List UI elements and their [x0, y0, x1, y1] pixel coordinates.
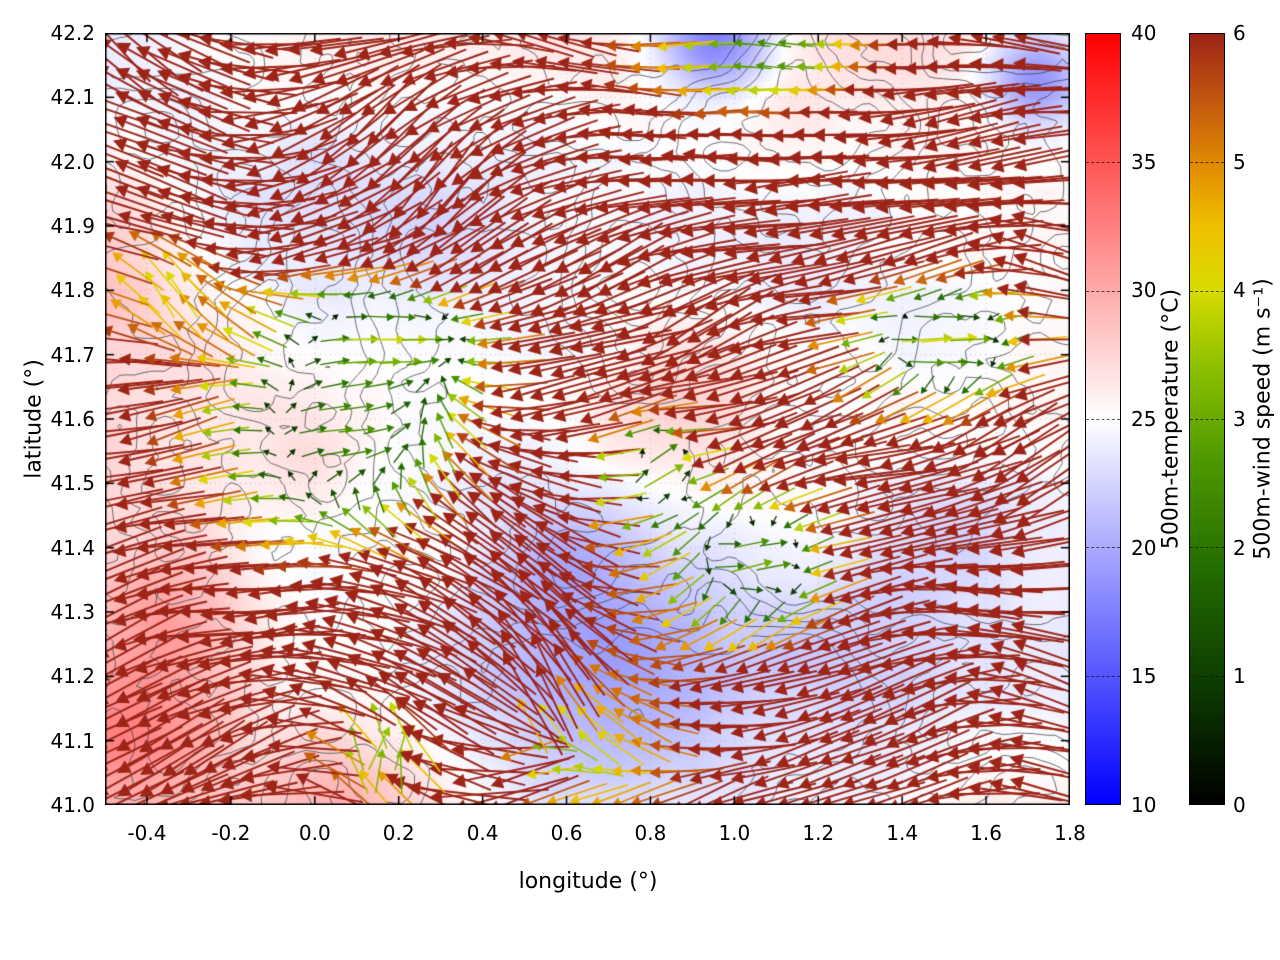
temperature-colorbar-label: 500m-temperature (°C) [1158, 288, 1184, 550]
x-tick-label: 0.0 [298, 821, 331, 845]
x-tick-label: 0.8 [634, 821, 667, 845]
x-tick-label: 1.4 [886, 821, 919, 845]
y-tick-label: 41.9 [50, 214, 95, 238]
temperature-tick-label: 35 [1131, 149, 1157, 174]
temperature-tick-label: 15 [1131, 664, 1157, 689]
wind-speed-tick-label: 0 [1233, 793, 1246, 817]
x-tick-label: -0.2 [211, 821, 251, 845]
x-tick-label: 1.6 [970, 821, 1002, 845]
wind-speed-tick-label: 3 [1233, 407, 1246, 431]
wind-speed-tick-label: 5 [1233, 149, 1246, 174]
map-plot-canvas [105, 33, 1070, 805]
colorbar-tick-line [1086, 162, 1120, 164]
colorbar-tick-line [1086, 675, 1120, 677]
temperature-tick-label: 30 [1131, 278, 1157, 303]
y-axis-label: latitude (°) [21, 359, 47, 479]
wind-colorbar-label: 500m-wind speed (m s⁻¹) [1250, 278, 1276, 560]
wind-speed-colorbar [1189, 33, 1225, 805]
x-tick-label: 1.0 [718, 821, 751, 845]
y-tick-label: 41.0 [50, 793, 95, 817]
y-tick-label: 42.1 [50, 85, 95, 110]
x-tick-label: 0.2 [382, 821, 415, 845]
x-tick-label: 0.4 [466, 821, 499, 845]
colorbar-tick-line [1190, 675, 1224, 677]
colorbar-tick-line [1086, 547, 1120, 549]
colorbar-tick-line [1190, 419, 1224, 420]
y-tick-label: 41.3 [50, 600, 95, 624]
colorbar-tick-line [1086, 419, 1120, 420]
x-tick-label: -0.4 [127, 821, 167, 845]
temperature-tick-label: 10 [1131, 793, 1157, 817]
temperature-tick-label: 40 [1131, 21, 1157, 45]
y-tick-label: 41.1 [50, 728, 95, 753]
y-tick-label: 41.4 [50, 535, 95, 560]
wind-speed-tick-label: 4 [1233, 278, 1246, 303]
y-tick-label: 42.2 [50, 21, 95, 45]
y-tick-label: 42.0 [50, 149, 95, 174]
y-tick-label: 41.2 [50, 664, 95, 689]
y-tick-label: 41.8 [50, 278, 95, 303]
x-tick-label: 1.8 [1054, 821, 1086, 845]
wind-speed-tick-label: 2 [1233, 535, 1246, 560]
y-tick-label: 41.7 [50, 342, 95, 367]
colorbar-tick-line [1190, 547, 1224, 549]
x-tick-label: 0.6 [550, 821, 583, 845]
colorbar-tick-line [1190, 162, 1224, 164]
temperature-tick-label: 20 [1131, 535, 1157, 560]
x-axis-label: longitude (°) [518, 869, 658, 894]
y-tick-label: 41.5 [50, 471, 95, 496]
wind-speed-tick-label: 1 [1233, 664, 1246, 689]
temperature-colorbar [1085, 33, 1121, 805]
colorbar-tick-line [1190, 290, 1224, 292]
y-tick-label: 41.6 [50, 407, 95, 431]
colorbar-tick-line [1086, 290, 1120, 292]
x-tick-label: 1.2 [802, 821, 835, 845]
wind-speed-tick-label: 6 [1233, 21, 1246, 45]
temperature-tick-label: 25 [1131, 407, 1157, 431]
